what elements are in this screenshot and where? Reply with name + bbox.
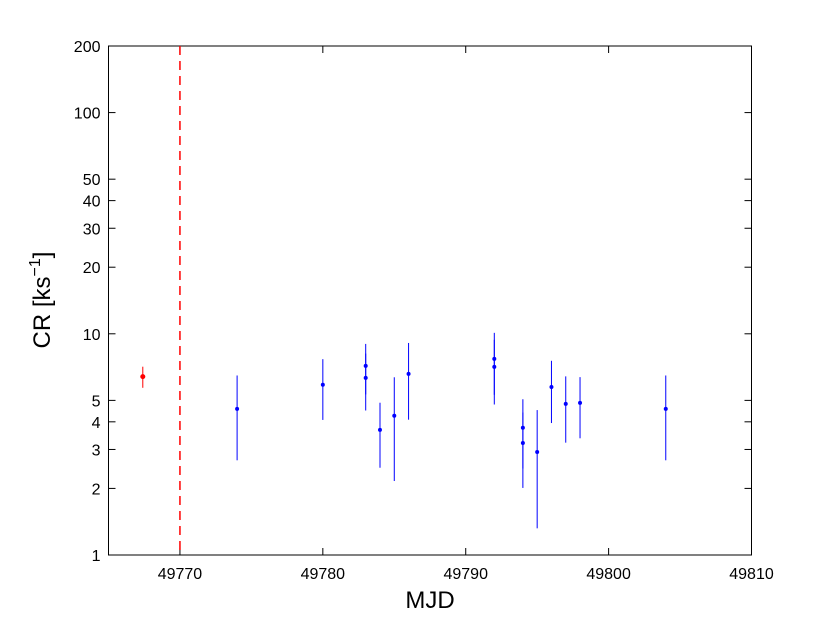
y-tick-label: 10: [83, 327, 101, 344]
point: [563, 401, 568, 406]
y-tick-label: 1: [92, 548, 101, 565]
point: [392, 413, 397, 418]
point: [578, 400, 583, 405]
y-label-text: CR [ks: [29, 276, 56, 348]
point: [320, 382, 325, 387]
y-tick-label: 2: [92, 481, 101, 498]
point: [377, 427, 382, 432]
y-tick-label: 5: [92, 393, 101, 410]
point: [520, 440, 525, 445]
point: [549, 384, 554, 389]
y-label-sup: −1: [27, 258, 44, 276]
y-tick-label: 3: [92, 442, 101, 459]
point: [492, 364, 497, 369]
y-tick-label: 4: [92, 415, 101, 432]
x-tick-label: 49780: [301, 566, 346, 583]
x-tick-label: 49800: [586, 566, 631, 583]
point: [406, 371, 411, 376]
y-tick-label: 50: [83, 172, 101, 189]
y-tick-label: 100: [74, 106, 101, 123]
y-tick-label: 40: [83, 194, 101, 211]
point: [363, 375, 368, 380]
y-tick-label: 30: [83, 221, 101, 238]
x-tick-label: 49810: [729, 566, 774, 583]
x-tick-label: 49790: [443, 566, 488, 583]
x-axis-label: MJD: [405, 587, 454, 614]
point: [140, 374, 146, 380]
plot-frame: [108, 45, 752, 556]
point: [235, 406, 240, 411]
point: [663, 406, 668, 411]
x-tick-label: 49770: [158, 566, 203, 583]
point: [535, 450, 540, 455]
y-axis-label: CR [ks−1]: [27, 252, 56, 349]
y-label-suffix: ]: [29, 252, 56, 259]
y-tick-label: 200: [74, 39, 101, 56]
y-tick-label: 20: [83, 260, 101, 277]
